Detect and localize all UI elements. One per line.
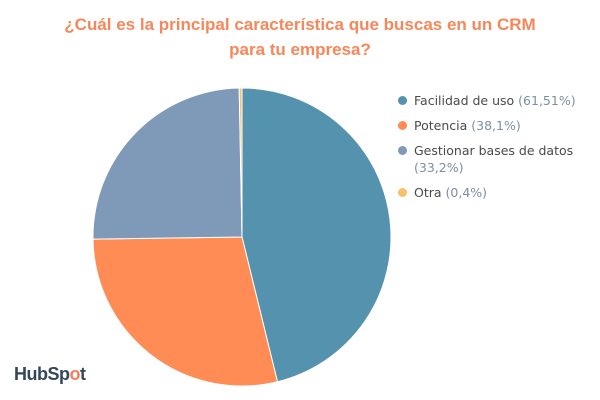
legend-value: (38,1%) bbox=[471, 118, 521, 133]
legend-item: Facilidad de uso (61,51%) bbox=[398, 92, 598, 109]
legend-text: Potencia (38,1%) bbox=[414, 117, 521, 134]
legend-value: (33,2%) bbox=[414, 160, 464, 175]
pie-slice-0 bbox=[241, 87, 392, 383]
legend: Facilidad de uso (61,51%) Potencia (38,1%… bbox=[398, 92, 598, 209]
pie-slice-2 bbox=[92, 87, 243, 240]
chart-title: ¿Cuál es la principal característica que… bbox=[0, 12, 600, 62]
legend-marker bbox=[398, 96, 407, 105]
title-line-1: ¿Cuál es la principal característica que… bbox=[64, 15, 536, 34]
legend-text: Gestionar bases de datos (33,2%) bbox=[414, 142, 598, 176]
legend-label: Potencia bbox=[414, 118, 472, 133]
legend-marker bbox=[398, 188, 407, 197]
pie-slice-3 bbox=[238, 87, 243, 238]
legend-label: Gestionar bases de datos bbox=[414, 143, 574, 158]
legend-label: Facilidad de uso bbox=[414, 93, 519, 108]
legend-marker bbox=[398, 121, 407, 130]
legend-value: (0,4%) bbox=[445, 185, 488, 200]
legend-text: Facilidad de uso (61,51%) bbox=[414, 92, 576, 109]
legend-item: Potencia (38,1%) bbox=[398, 117, 598, 134]
legend-value: (61,51%) bbox=[518, 93, 576, 108]
legend-label: Otra bbox=[414, 185, 446, 200]
title-line-2: para tu empresa? bbox=[229, 40, 371, 59]
legend-item: Gestionar bases de datos (33,2%) bbox=[398, 142, 598, 176]
legend-text: Otra (0,4%) bbox=[414, 184, 487, 201]
legend-item: Otra (0,4%) bbox=[398, 184, 598, 201]
legend-marker bbox=[398, 146, 407, 155]
pie-slice-1 bbox=[92, 236, 279, 387]
hubspot-logo: HubSpot bbox=[14, 364, 86, 384]
